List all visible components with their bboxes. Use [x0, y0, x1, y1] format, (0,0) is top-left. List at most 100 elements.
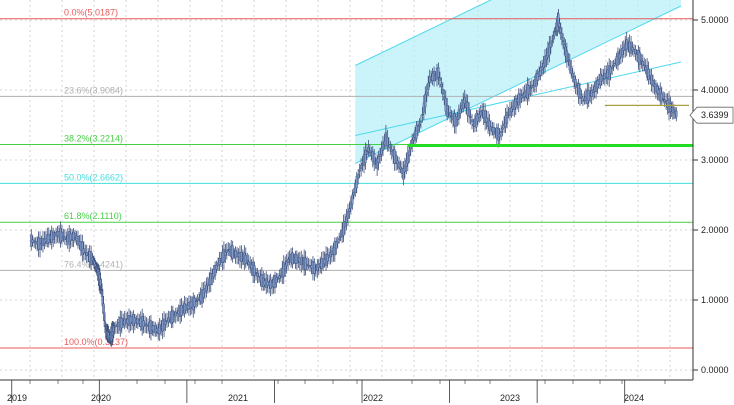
price-candle [446, 105, 449, 117]
price-candle [244, 254, 247, 264]
fibonacci-level-label: 23.6%(3.9084) [64, 85, 123, 95]
price-candle [449, 112, 452, 117]
price-candle [399, 166, 402, 170]
price-candle [326, 254, 329, 262]
price-candle [193, 298, 196, 307]
price-candle [287, 258, 290, 263]
price-candle [282, 262, 285, 277]
price-candle [548, 42, 551, 56]
x-tick-label: 2023 [500, 393, 520, 403]
price-candle [196, 299, 199, 301]
price-candle [358, 169, 361, 172]
x-axis-panel [0, 380, 693, 405]
price-candle [466, 101, 469, 116]
price-candle [570, 66, 573, 75]
price-candle [424, 93, 427, 108]
price-candle [612, 65, 615, 67]
price-candle [195, 300, 198, 303]
price-candle [167, 317, 170, 323]
price-candle [640, 59, 643, 62]
price-candle [174, 311, 177, 317]
price-candle [484, 110, 487, 123]
price-candle [508, 108, 512, 116]
price-candle [540, 66, 544, 71]
price-candle [427, 82, 430, 91]
fibonacci-level-label: 100.0%(0.3137) [64, 337, 128, 347]
price-candle [587, 90, 590, 102]
price-candle [349, 202, 352, 209]
price-candle [278, 275, 281, 279]
price-candle [660, 92, 663, 102]
price-candle [560, 33, 564, 38]
price-candle [285, 261, 288, 267]
price-candle [561, 40, 565, 42]
grid [0, 0, 693, 380]
price-candle [675, 110, 678, 118]
price-candle [338, 238, 341, 241]
y-tick-label: 3.0000 [701, 155, 729, 165]
price-candle [336, 241, 339, 244]
price-candle [395, 154, 398, 165]
last-price-tag [689, 106, 734, 124]
price-candle [284, 264, 287, 270]
price-candle [478, 113, 481, 118]
price-candle [631, 47, 634, 51]
price-candle [387, 144, 390, 146]
price-candle [559, 28, 562, 33]
fibonacci-level-label: 50.0%(2.6662) [64, 172, 123, 182]
price-candle [144, 323, 147, 326]
price-candle [406, 152, 409, 164]
y-tick-label: 2.0000 [701, 225, 729, 235]
price-candle [581, 100, 585, 102]
price-candle [63, 236, 66, 240]
price-candle [578, 88, 582, 99]
price-candle [203, 288, 207, 293]
price-candle [386, 137, 389, 147]
price-candle [214, 264, 217, 276]
price-candle [276, 278, 280, 280]
price-candle [378, 153, 382, 157]
price-candle [469, 116, 472, 118]
y-tick-label: 4.0000 [701, 85, 729, 95]
price-candle [580, 96, 583, 98]
price-candle [373, 153, 376, 165]
price-candle [300, 257, 303, 266]
price-candle [438, 77, 442, 81]
price-candle [171, 310, 174, 323]
price-candle [418, 123, 421, 127]
price-candle [470, 119, 474, 123]
price-candle [345, 216, 348, 223]
fibonacci-level-label: 61.8%(2.1110) [64, 211, 122, 221]
y-axis-panel [693, 0, 734, 405]
price-candle [432, 70, 436, 82]
price-candle [574, 79, 577, 87]
price-candle [529, 87, 532, 89]
price-candle [530, 85, 533, 88]
x-tick-label: 2024 [624, 393, 644, 403]
price-candle [158, 324, 161, 335]
price-candle [625, 39, 628, 50]
price-candle [565, 50, 568, 63]
price-candle [225, 250, 228, 253]
price-candle [422, 102, 425, 113]
price-candle [364, 149, 367, 164]
price-candle [408, 150, 411, 156]
channel-fill [355, 0, 681, 164]
price-candle [416, 125, 420, 132]
price-candle [253, 265, 256, 276]
price-candle [218, 258, 221, 265]
price-candle [368, 150, 371, 153]
price-candle [539, 67, 542, 76]
price-candle [377, 155, 380, 163]
fibonacci-level-label: 0.0%(5.0187) [64, 8, 118, 18]
price-candle [164, 320, 167, 325]
price-candle [440, 83, 443, 87]
price-candle [381, 143, 385, 151]
price-candle [459, 108, 462, 114]
price-candle [444, 97, 447, 112]
price-candle [145, 324, 148, 326]
price-candle [355, 176, 358, 189]
price-candle [641, 61, 644, 66]
